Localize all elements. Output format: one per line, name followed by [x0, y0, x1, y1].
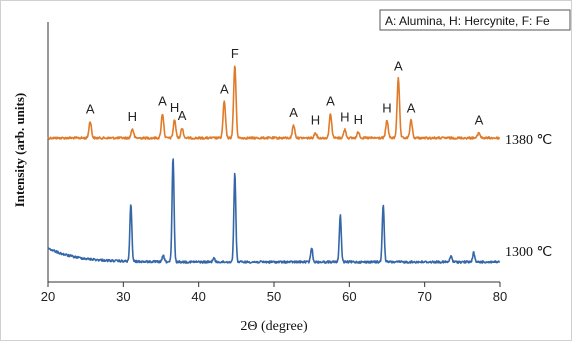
legend-text: A: Alumina, H: Hercynite, F: Fe — [385, 14, 550, 28]
x-tick-label: 20 — [41, 289, 55, 304]
series-label-1300: 1300 ℃ — [505, 245, 552, 260]
series-line-1380 — [47, 65, 501, 140]
x-tick-label: 60 — [342, 289, 356, 304]
peak-label: H — [382, 101, 391, 116]
x-axis-title: 2Θ (degree) — [240, 319, 308, 334]
x-tick-label: 30 — [116, 289, 130, 304]
x-ticks: 20 30 40 50 60 70 80 — [41, 282, 507, 304]
x-tick-label: 50 — [267, 289, 281, 304]
peak-label: A — [289, 105, 298, 120]
peak-label: A — [407, 101, 416, 116]
peak-label: H — [354, 112, 363, 127]
series-line-1300 — [47, 158, 501, 264]
peak-label: H — [340, 110, 349, 125]
x-tick-label: 70 — [417, 289, 431, 304]
peak-label: A — [326, 94, 335, 109]
series-lines — [47, 65, 501, 264]
y-axis-title: Intensity (arb. units) — [12, 93, 27, 208]
legend-box — [379, 9, 571, 31]
peak-label: H — [170, 100, 179, 115]
peak-label: A — [86, 101, 95, 116]
peak-label: A — [394, 59, 403, 74]
peak-label: A — [220, 82, 229, 97]
peak-label: F — [231, 46, 239, 61]
peak-label: A — [158, 94, 167, 109]
peak-label: A — [475, 113, 484, 128]
peak-label: H — [128, 109, 137, 124]
x-tick-label: 40 — [191, 289, 205, 304]
x-tick-label: 80 — [493, 289, 507, 304]
peak-label: H — [311, 113, 320, 128]
peak-label: A — [178, 108, 187, 123]
series-label-1380: 1380 ℃ — [505, 133, 552, 148]
